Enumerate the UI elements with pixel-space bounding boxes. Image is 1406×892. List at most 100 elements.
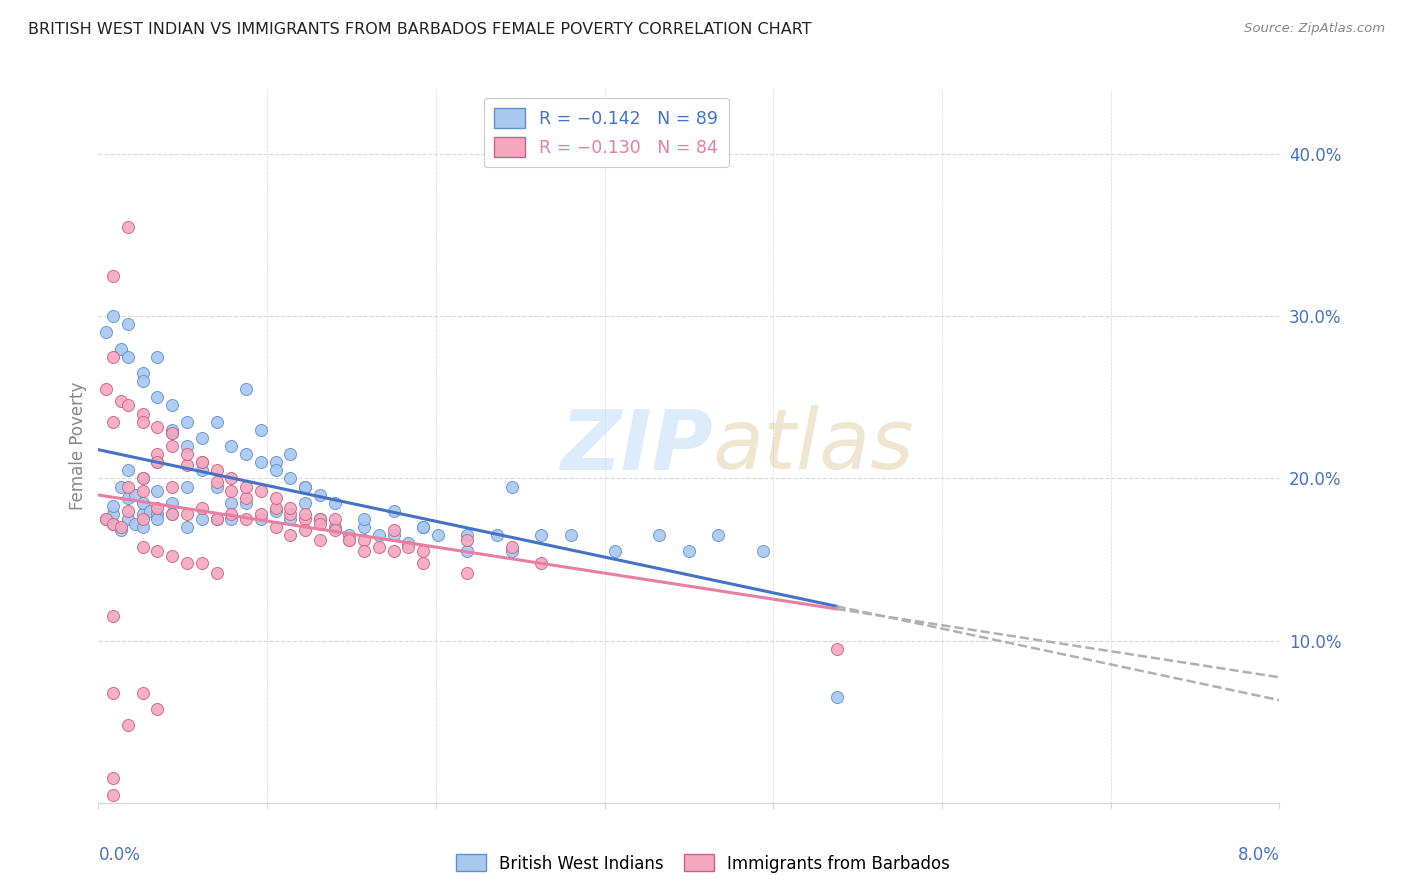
Point xyxy=(117,463,139,477)
Point xyxy=(308,488,332,502)
Point xyxy=(146,447,169,461)
Point xyxy=(146,390,169,404)
Point xyxy=(132,407,155,421)
Point xyxy=(412,544,434,558)
Point xyxy=(132,496,155,510)
Point xyxy=(132,540,155,554)
Point xyxy=(456,566,478,580)
Point xyxy=(176,479,198,493)
Point xyxy=(264,500,287,515)
Point xyxy=(103,415,125,429)
Point xyxy=(294,512,316,526)
Point xyxy=(176,556,198,570)
Text: BRITISH WEST INDIAN VS IMMIGRANTS FROM BARBADOS FEMALE POVERTY CORRELATION CHART: BRITISH WEST INDIAN VS IMMIGRANTS FROM B… xyxy=(28,22,811,37)
Point xyxy=(162,549,183,564)
Point xyxy=(176,415,198,429)
Point xyxy=(117,718,139,732)
Point xyxy=(117,504,139,518)
Point xyxy=(176,447,198,461)
Point xyxy=(132,484,155,499)
Point xyxy=(191,431,214,445)
Point xyxy=(132,415,155,429)
Text: Source: ZipAtlas.com: Source: ZipAtlas.com xyxy=(1244,22,1385,36)
Point xyxy=(146,419,169,434)
Point xyxy=(132,507,155,521)
Point xyxy=(110,524,132,538)
Point xyxy=(308,512,332,526)
Point xyxy=(825,641,848,656)
Point xyxy=(501,544,523,558)
Point xyxy=(103,516,125,531)
Point xyxy=(176,507,198,521)
Point xyxy=(278,528,302,542)
Point xyxy=(94,382,117,396)
Point xyxy=(146,484,169,499)
Point xyxy=(751,544,773,558)
Point xyxy=(308,512,332,526)
Point xyxy=(530,528,553,542)
Point xyxy=(162,507,183,521)
Point xyxy=(110,479,132,493)
Point xyxy=(412,520,434,534)
Point xyxy=(205,566,228,580)
Point xyxy=(191,512,214,526)
Point xyxy=(353,533,375,547)
Point xyxy=(103,268,125,283)
Point xyxy=(382,528,405,542)
Point xyxy=(117,318,139,332)
Point xyxy=(146,500,169,515)
Point xyxy=(219,484,242,499)
Point xyxy=(191,455,214,469)
Point xyxy=(367,528,389,542)
Point xyxy=(103,772,125,786)
Legend: British West Indians, Immigrants from Barbados: British West Indians, Immigrants from Ba… xyxy=(450,847,956,880)
Point xyxy=(456,528,478,542)
Point xyxy=(294,496,316,510)
Point xyxy=(110,393,132,408)
Point xyxy=(278,512,302,526)
Point xyxy=(146,455,169,469)
Point xyxy=(278,500,302,515)
Point xyxy=(235,512,257,526)
Point xyxy=(132,366,155,380)
Point xyxy=(308,516,332,531)
Point xyxy=(250,512,273,526)
Legend: R = −0.142   N = 89, R = −0.130   N = 84: R = −0.142 N = 89, R = −0.130 N = 84 xyxy=(484,98,728,168)
Point xyxy=(235,491,257,505)
Point xyxy=(250,423,273,437)
Point xyxy=(678,544,700,558)
Point xyxy=(162,439,183,453)
Point xyxy=(176,520,198,534)
Point xyxy=(176,458,198,473)
Point xyxy=(162,423,183,437)
Point xyxy=(323,524,346,538)
Point xyxy=(219,439,242,453)
Point xyxy=(146,544,169,558)
Point xyxy=(278,447,302,461)
Point xyxy=(353,512,375,526)
Point xyxy=(94,512,117,526)
Point xyxy=(648,528,671,542)
Point xyxy=(396,540,419,554)
Point xyxy=(191,556,214,570)
Point xyxy=(146,455,169,469)
Point xyxy=(219,512,242,526)
Text: ZIP: ZIP xyxy=(560,406,713,486)
Point xyxy=(235,447,257,461)
Point xyxy=(219,496,242,510)
Point xyxy=(323,520,346,534)
Point xyxy=(353,544,375,558)
Point xyxy=(117,220,139,235)
Point xyxy=(162,507,183,521)
Point xyxy=(560,528,582,542)
Point xyxy=(219,471,242,485)
Point xyxy=(278,507,302,521)
Point xyxy=(191,500,214,515)
Point xyxy=(396,536,419,550)
Point xyxy=(205,475,228,489)
Point xyxy=(308,533,332,547)
Point xyxy=(250,507,273,521)
Point xyxy=(132,512,155,526)
Point xyxy=(117,399,139,413)
Point xyxy=(412,520,434,534)
